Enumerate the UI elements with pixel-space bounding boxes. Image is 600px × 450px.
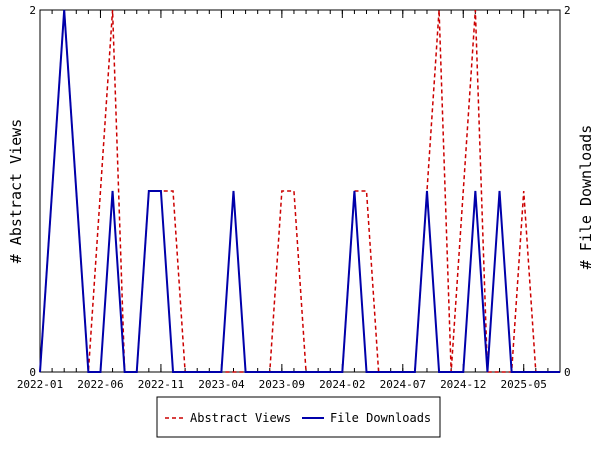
- plot-area: 2022-01 2022-06 2022-11 2023-04 2023-09 2024-…: [17, 4, 571, 391]
- y-right-tick-label: 2: [564, 4, 571, 17]
- legend-label-file-downloads: File Downloads: [330, 411, 431, 425]
- x-tick-label: 2023-04: [198, 378, 245, 391]
- y-axis-ticks: 0 2 0 2: [29, 4, 570, 379]
- x-tick-label: 2024-02: [319, 378, 365, 391]
- legend-box: [156, 396, 441, 438]
- series-line-abstract-views: [39, 9, 560, 373]
- legend: Abstract Views File Downloads: [156, 396, 441, 438]
- x-axis-ticks: 2022-01 2022-06 2022-11 2023-04 2023-09 2024-…: [17, 10, 561, 391]
- x-tick-label: 2024-07: [380, 378, 426, 391]
- x-tick-label: 2025-05: [501, 378, 547, 391]
- series-layer: [39, 9, 560, 373]
- y-left-tick-label: 0: [29, 366, 36, 379]
- legend-label-abstract-views: Abstract Views: [190, 411, 291, 425]
- series-line-file-downloads: [39, 9, 560, 373]
- y-right-tick-label: 0: [564, 366, 571, 379]
- y-axis-title-right: # File Downloads: [577, 125, 595, 270]
- y-left-tick-label: 2: [29, 4, 36, 17]
- x-tick-label: 2022-01: [17, 378, 63, 391]
- x-tick-label: 2022-11: [138, 378, 184, 391]
- x-tick-label: 2024-12: [440, 378, 486, 391]
- y-axis-title-left: # Abstract Views: [7, 119, 25, 264]
- x-tick-label: 2022-06: [77, 378, 123, 391]
- x-tick-label: 2023-09: [259, 378, 305, 391]
